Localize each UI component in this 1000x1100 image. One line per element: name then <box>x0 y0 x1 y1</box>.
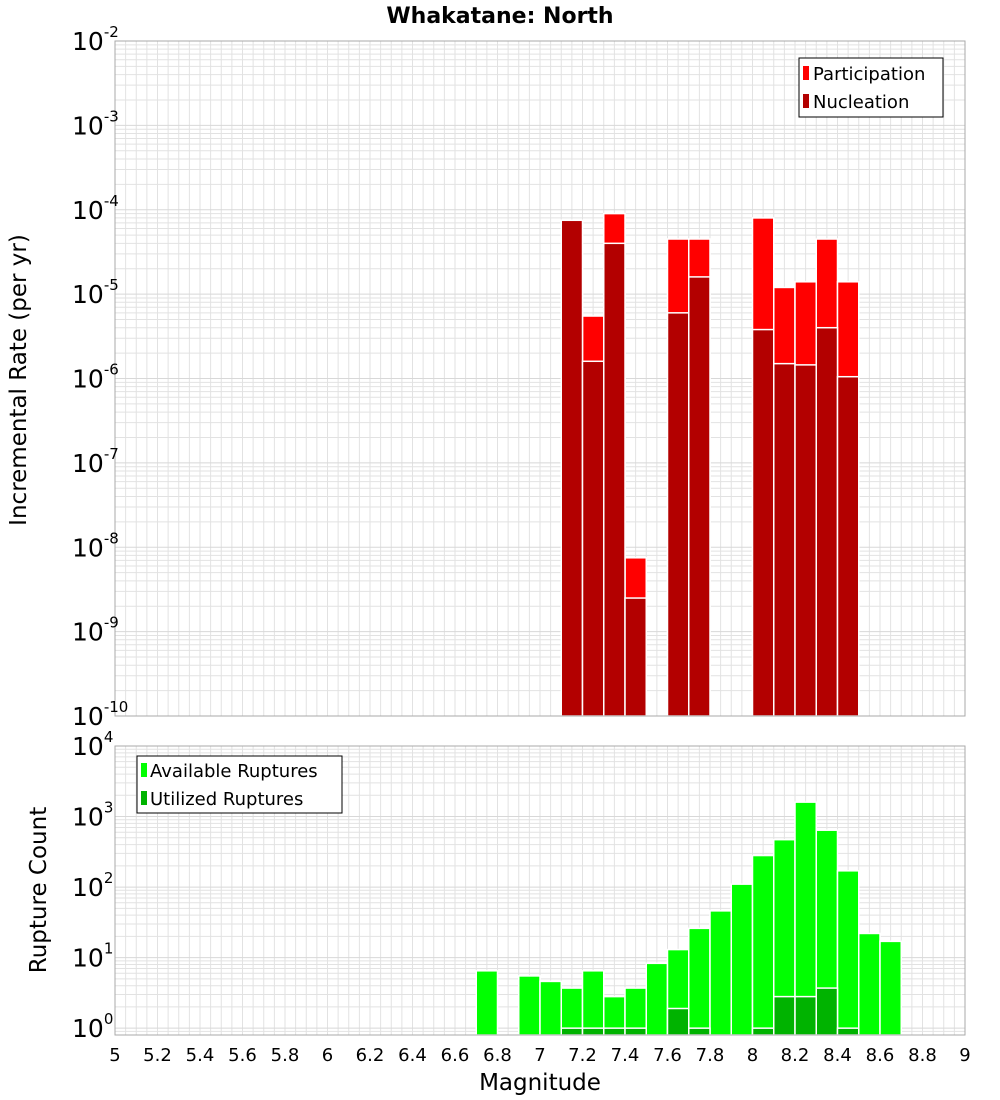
chart-title: Whakatane: North <box>386 4 613 29</box>
utilized-ruptures-bar <box>751 1027 775 1036</box>
available-ruptures-bar <box>645 962 669 1036</box>
bottom-y-tick-label: 101 <box>72 940 113 973</box>
top-y-tick-label: 10-2 <box>72 23 119 56</box>
top-y-tick-label: 10-10 <box>72 698 128 731</box>
top-y-tick-label: 10-9 <box>72 614 119 647</box>
available-ruptures-legend-swatch <box>141 763 147 777</box>
top-gridlines <box>114 41 966 717</box>
bottom-y-tick-label: 104 <box>72 728 113 761</box>
top-y-tick-label: 10-6 <box>72 361 119 394</box>
x-tick-label: 5.2 <box>143 1045 172 1066</box>
x-tick-label: 7.4 <box>611 1045 640 1066</box>
utilized-ruptures-bar <box>624 1027 647 1036</box>
nucleation-bar <box>624 597 647 717</box>
x-tick-label: 8 <box>747 1045 758 1066</box>
nucleation-bar <box>581 360 605 717</box>
top-y-tick-labels: 10-2 10-3 10-4 10-5 10-6 10-7 10-8 10-9 10-10 <box>72 23 128 731</box>
bottom-y-tick-labels: 104 103 102 101 100 <box>72 728 113 1043</box>
x-tick-label: 8.6 <box>866 1045 895 1066</box>
participation-legend-label: Participation <box>813 64 925 85</box>
x-tick-label: 6.6 <box>441 1045 470 1066</box>
x-tick-label: 5 <box>109 1045 120 1066</box>
x-tick-label: 6.4 <box>398 1045 427 1066</box>
nucleation-legend-swatch <box>803 94 809 108</box>
top-y-tick-label: 10-7 <box>72 445 119 478</box>
utilized-ruptures-bar <box>603 1027 626 1036</box>
x-tick-label: 5.4 <box>186 1045 215 1066</box>
available-ruptures-bars <box>475 801 902 1036</box>
utilized-ruptures-bar <box>815 987 839 1036</box>
nucleation-bar <box>794 364 817 717</box>
x-tick-label: 7.2 <box>568 1045 597 1066</box>
utilized-ruptures-bar <box>666 1007 690 1036</box>
bottom-plot-frame <box>114 745 966 1036</box>
incremental-rate-panel: 10-2 10-3 10-4 10-5 10-6 10-7 10-8 10-9 10-10 In… <box>6 23 966 731</box>
available-ruptures-bar <box>858 932 881 1036</box>
nucleation-bar <box>688 276 711 717</box>
utilized-ruptures-legend-label: Utilized Ruptures <box>150 789 303 810</box>
utilized-ruptures-bar <box>794 995 817 1036</box>
top-y-axis-label: Incremental Rate (per yr) <box>6 234 32 526</box>
nucleation-bar <box>603 242 626 717</box>
x-tick-label: 9 <box>959 1045 970 1066</box>
utilized-ruptures-bar <box>581 1027 605 1036</box>
available-ruptures-bar <box>751 854 775 1036</box>
top-plot-frame <box>114 40 966 717</box>
x-tick-labels: 5 5.2 5.4 5.6 5.8 6 6.2 6.4 6.6 6.8 7 7.2 7.4 7.6 7.8 8… <box>109 1045 970 1066</box>
x-axis-label: Magnitude <box>479 1070 601 1096</box>
bottom-y-axis-label: Rupture Count <box>26 807 52 973</box>
x-tick-label: 8.8 <box>908 1045 937 1066</box>
available-ruptures-bar <box>688 927 711 1036</box>
nucleation-bar <box>560 219 584 717</box>
available-ruptures-bar <box>581 970 605 1036</box>
x-tick-label: 7 <box>534 1045 545 1066</box>
nucleation-bar <box>751 328 775 717</box>
bottom-y-tick-label: 102 <box>72 869 113 902</box>
top-y-tick-label: 10-3 <box>72 107 119 140</box>
x-tick-label: 8.4 <box>823 1045 852 1066</box>
top-y-tick-label: 10-4 <box>72 192 119 225</box>
utilized-ruptures-bar <box>836 1027 860 1036</box>
x-tick-label: 5.6 <box>228 1045 257 1066</box>
utilized-ruptures-bar <box>688 1027 711 1036</box>
available-ruptures-legend-label: Available Ruptures <box>150 761 318 782</box>
nucleation-bar <box>666 312 690 717</box>
nucleation-bars <box>560 219 860 717</box>
x-tick-label: 8.2 <box>781 1045 810 1066</box>
available-ruptures-bar <box>836 870 860 1036</box>
available-ruptures-bar <box>518 975 541 1036</box>
bottom-y-tick-label: 100 <box>72 1010 113 1043</box>
rupture-count-panel: 104 103 102 101 100 5 5.2 5.4 5.6 5.8 6 6.2 6.4 6.6 6… <box>26 728 971 1096</box>
available-ruptures-bar <box>539 980 562 1036</box>
bottom-legend: Available Ruptures Utilized Ruptures <box>136 755 343 814</box>
x-tick-label: 6.2 <box>356 1045 385 1066</box>
x-tick-label: 6.8 <box>483 1045 512 1066</box>
x-tick-label: 5.8 <box>271 1045 300 1066</box>
bottom-legend-box <box>136 755 343 814</box>
participation-legend-swatch <box>803 66 809 80</box>
available-ruptures-bar <box>730 883 754 1036</box>
nucleation-legend-label: Nucleation <box>813 92 909 113</box>
utilized-ruptures-legend-swatch <box>141 791 147 805</box>
x-tick-label: 6 <box>322 1045 333 1066</box>
available-ruptures-bar <box>879 940 902 1036</box>
nucleation-bar <box>836 375 860 717</box>
utilized-ruptures-bar <box>773 995 796 1036</box>
bottom-y-tick-label: 103 <box>72 799 113 832</box>
top-legend-box <box>798 57 944 118</box>
utilized-ruptures-bar <box>560 1027 584 1036</box>
available-ruptures-bar <box>475 970 499 1036</box>
x-tick-label: 7.6 <box>653 1045 682 1066</box>
nucleation-bar <box>815 326 839 717</box>
top-y-tick-label: 10-8 <box>72 529 119 562</box>
top-y-tick-label: 10-5 <box>72 276 119 309</box>
nucleation-bar <box>773 362 796 717</box>
available-ruptures-bar <box>709 910 732 1036</box>
x-tick-label: 7.8 <box>696 1045 725 1066</box>
top-legend: Participation Nucleation <box>798 57 944 118</box>
utilized-ruptures-bars <box>560 987 860 1036</box>
